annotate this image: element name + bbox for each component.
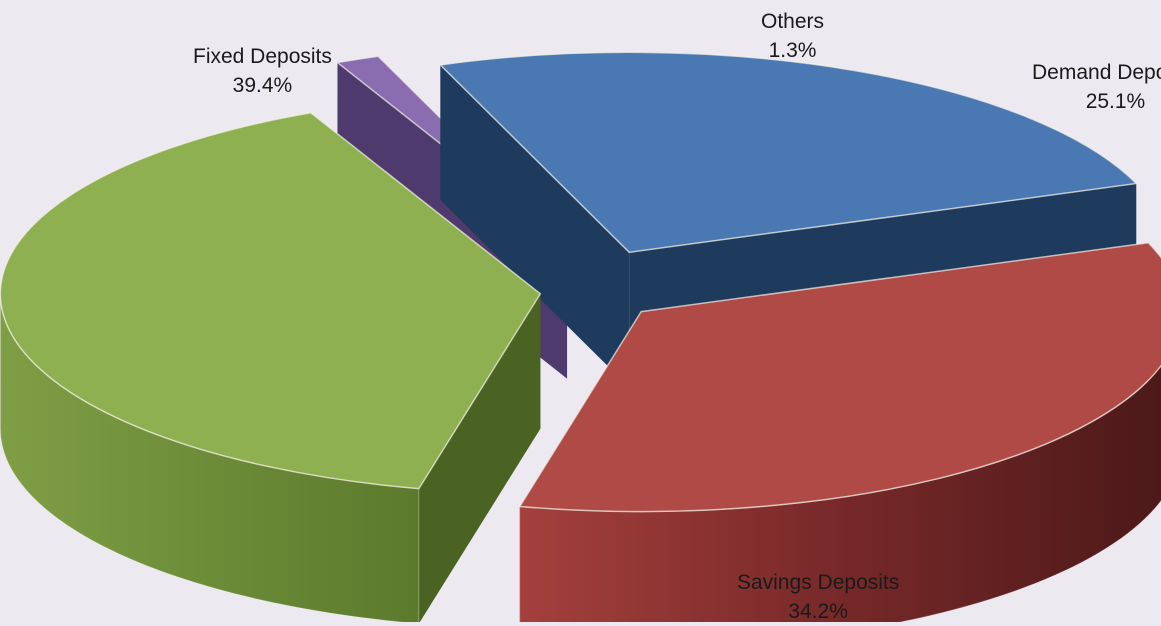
label-savings-deposits-value: 34.2% [788, 600, 848, 623]
label-fixed-deposits-value: 39.4% [232, 74, 293, 97]
label-savings-deposits-name: Savings Deposits [737, 571, 900, 594]
label-others-value: 1.3% [768, 39, 817, 62]
slice-savings-deposits [518, 241, 1161, 622]
slice-fixed-deposits-cut-face-0 [418, 293, 541, 622]
label-fixed-deposits-name: Fixed Deposits [193, 45, 332, 68]
slice-demand-deposits-cut-face-0 [440, 64, 630, 388]
label-fixed-deposits: Fixed Deposits 39.4% [193, 42, 332, 100]
label-demand-deposits-name: Demand Deposits [1032, 61, 1161, 84]
label-others-name: Others [761, 10, 825, 33]
slice-fixed-deposits [0, 111, 542, 622]
label-savings-deposits: Savings Deposits 34.2% [737, 568, 899, 626]
label-demand-deposits-value: 25.1% [1085, 90, 1146, 113]
slice-demand-deposits-top [438, 51, 1138, 254]
label-demand-deposits: Demand Deposits 25.1% [1032, 58, 1161, 116]
label-others: Others 1.3% [761, 7, 824, 65]
slice-fixed-deposits-top [0, 111, 542, 490]
slice-savings-deposits-top [518, 241, 1161, 513]
